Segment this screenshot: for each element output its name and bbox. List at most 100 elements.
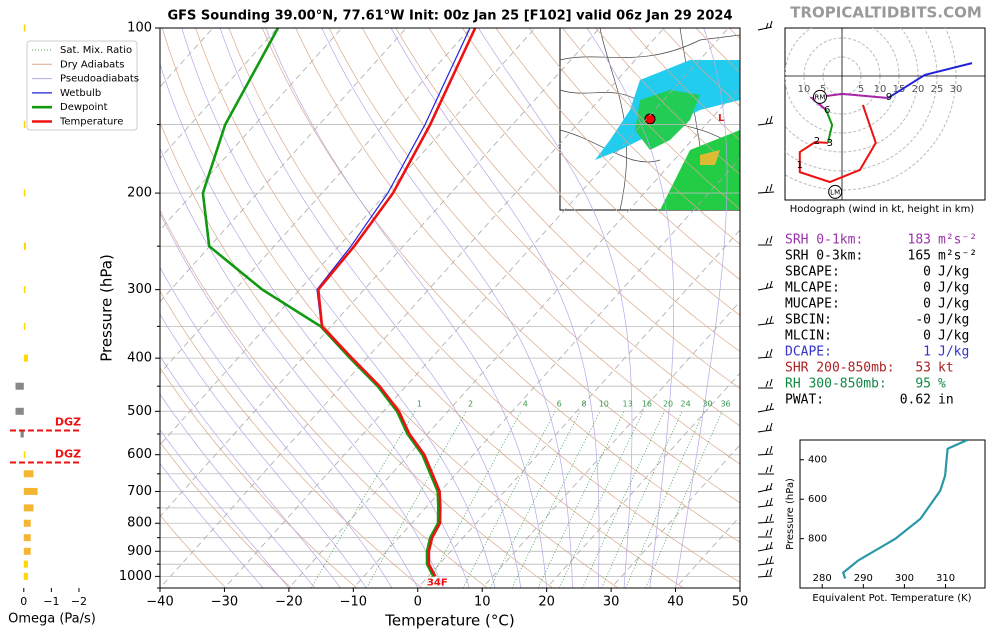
pseudoadiabat bbox=[160, 62, 470, 588]
stat-label: SHR 200-850mb: bbox=[785, 361, 895, 376]
stat-unit: % bbox=[938, 377, 946, 392]
stat-label: MLCAPE: bbox=[785, 281, 840, 296]
stat-value: 0.62 bbox=[900, 393, 931, 408]
mixing-ratio-line bbox=[601, 411, 683, 588]
x-tick-label: 20 bbox=[538, 595, 555, 610]
mixing-ratio-label: 13 bbox=[623, 400, 633, 409]
stat-unit: J/kg bbox=[938, 313, 969, 328]
stat-label: MLCIN: bbox=[785, 329, 832, 344]
isotherm bbox=[223, 28, 729, 588]
wind-barb bbox=[757, 183, 775, 194]
omega-tick-label: 0 bbox=[20, 595, 27, 608]
hodograph-line bbox=[809, 92, 889, 111]
mixing-ratio-label: 8 bbox=[581, 400, 586, 409]
wind-barb bbox=[757, 348, 773, 359]
omega-bar bbox=[23, 451, 26, 459]
wind-barb bbox=[757, 497, 774, 508]
stat-value: 95 bbox=[915, 377, 931, 392]
inset-map: L bbox=[559, 27, 741, 211]
y-tick-label: 500 bbox=[127, 404, 152, 419]
pseudoadiabat bbox=[160, 212, 419, 588]
legend-label: Temperature bbox=[59, 117, 123, 128]
wind-barb bbox=[757, 567, 773, 578]
stat-unit: kt bbox=[938, 361, 954, 376]
legend-box bbox=[26, 40, 138, 131]
profile-line bbox=[316, 28, 471, 577]
stat-value: 183 bbox=[908, 233, 931, 248]
stat-label: SBCAPE: bbox=[785, 265, 840, 280]
wind-barb bbox=[758, 378, 773, 389]
dry-adiabat bbox=[328, 28, 740, 465]
y-tick-label: 300 bbox=[127, 282, 152, 297]
stat-label: SBCIN: bbox=[785, 313, 832, 328]
hodograph-line bbox=[825, 109, 834, 144]
plot-area: 1 2 4 6 8 10 13 16 20 24 30 36 bbox=[160, 28, 740, 588]
legend: Sat. Mix. Ratio Dry Adiabats Pseudoadiabat… bbox=[26, 40, 139, 131]
pseudoadiabat bbox=[160, 429, 290, 588]
hodograph-height-label: 1 bbox=[797, 160, 803, 171]
omega-bar bbox=[23, 572, 28, 580]
stat-unit: J/kg bbox=[938, 297, 969, 312]
wind-barb bbox=[757, 513, 775, 524]
pseudoadiabat bbox=[478, 28, 633, 588]
omega-tick-label: −2 bbox=[71, 595, 87, 608]
legend-label: Pseudoadiabats bbox=[60, 74, 139, 85]
hodograph-ring-label: 10 bbox=[798, 84, 811, 95]
y-axis-label: Pressure (hPa) bbox=[98, 254, 116, 362]
hodograph-height-label: 9 bbox=[886, 92, 892, 103]
isotherm bbox=[610, 444, 740, 588]
dry-adiabat bbox=[160, 441, 292, 588]
stat-label: RH 300-850mb: bbox=[785, 377, 887, 392]
y-tick-label: 100 bbox=[127, 21, 152, 36]
watermark: TROPICALTIDBITS.COM bbox=[790, 4, 982, 22]
wind-barb bbox=[757, 20, 773, 31]
x-axis-label: Temperature (°C) bbox=[384, 612, 514, 630]
dry-adiabat bbox=[160, 367, 357, 588]
pseudoadiabat bbox=[219, 28, 522, 588]
mixing-ratio-line bbox=[558, 411, 644, 588]
y-tick-label: 1000 bbox=[119, 569, 152, 584]
omega-bar bbox=[23, 519, 31, 527]
profile-line bbox=[316, 28, 477, 578]
isotherm bbox=[160, 28, 601, 518]
storm-motion-marker bbox=[812, 89, 827, 104]
wind-barb bbox=[758, 527, 773, 538]
plot-frame bbox=[159, 27, 741, 589]
omega-bar bbox=[23, 24, 26, 32]
mixing-ratio-label: 6 bbox=[557, 400, 562, 409]
x-tick-label: 10 bbox=[474, 595, 491, 610]
y-tick-label: 600 bbox=[127, 447, 152, 462]
mixing-ratio-label: 24 bbox=[681, 400, 691, 409]
isotherm bbox=[160, 28, 407, 303]
legend-label: Sat. Mix. Ratio bbox=[60, 45, 132, 56]
pseudoadiabat bbox=[390, 28, 600, 588]
wind-barb bbox=[757, 315, 775, 326]
pseudoadiabat bbox=[160, 147, 444, 588]
mixing-ratio-line bbox=[489, 411, 581, 588]
stat-unit: in bbox=[938, 393, 954, 408]
hodograph-ring-label: 10 bbox=[874, 84, 887, 95]
dry-adiabat bbox=[395, 28, 740, 389]
stat-value: 53 bbox=[915, 361, 931, 376]
wind-barb bbox=[758, 235, 773, 246]
isotherm bbox=[352, 157, 740, 588]
hodograph-height-label: 3 bbox=[827, 138, 833, 149]
mixing-ratio-label: 20 bbox=[663, 400, 673, 409]
dry-adiabat bbox=[462, 28, 740, 316]
hodograph-title: Hodograph (wind in kt, height in km) bbox=[790, 204, 975, 215]
x-tick-label: −20 bbox=[275, 595, 302, 610]
omega-bar bbox=[23, 504, 34, 512]
pseudoadiabat bbox=[586, 28, 675, 588]
stat-value: 0 bbox=[923, 265, 931, 280]
mixing-ratio-label: 2 bbox=[468, 400, 473, 409]
mixing-ratio-label: 30 bbox=[702, 400, 712, 409]
pseudoadiabat bbox=[675, 28, 728, 588]
omega-bar bbox=[15, 382, 24, 390]
surface-label: 34F bbox=[427, 577, 448, 588]
mixing-ratio-line bbox=[366, 411, 467, 588]
dry-adiabat bbox=[361, 28, 740, 427]
dry-adiabat bbox=[228, 28, 740, 584]
hodograph-ring-label: 30 bbox=[950, 84, 963, 95]
stat-unit: J/kg bbox=[938, 329, 969, 344]
